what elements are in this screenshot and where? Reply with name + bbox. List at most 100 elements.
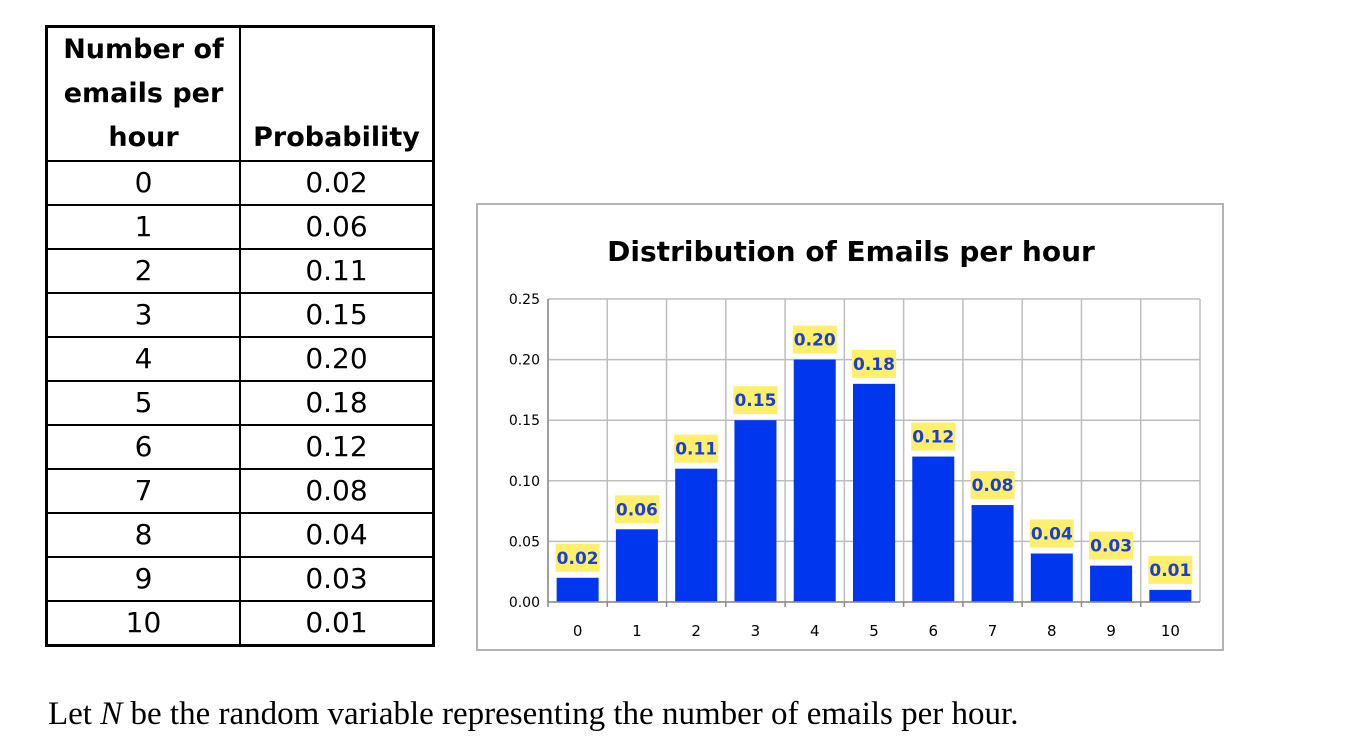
data-label: 0.11: [675, 440, 717, 460]
x-tick-label: 5: [869, 622, 879, 640]
cell-emails: 8: [45, 512, 241, 558]
cell-probability: 0.06: [239, 204, 435, 250]
data-label: 0.03: [1090, 537, 1132, 557]
cell-probability: 0.08: [239, 468, 435, 514]
data-label-bg: [970, 471, 1015, 500]
table-body: 0 0.02 1 0.06 2 0.11 3 0.15 4 0.20 5 0.18 6 0.12 7 0.08…: [45, 160, 435, 647]
table-row: 0 0.02: [45, 160, 435, 206]
cell-probability: 0.18: [239, 380, 435, 426]
data-label: 0.01: [1149, 561, 1191, 581]
x-tick-label: 3: [751, 622, 761, 640]
data-label-bg: [733, 386, 778, 415]
cell-emails: 4: [45, 336, 241, 382]
caption-suffix: be the random variable representing the …: [122, 696, 1019, 732]
data-label: 0.15: [734, 391, 776, 411]
chart-container: Distribution of Emails per hour 0.02 0.06…: [476, 203, 1224, 651]
header-probability: Probability: [239, 25, 435, 162]
x-tick-label: 2: [691, 622, 701, 640]
cell-probability: 0.02: [239, 160, 435, 206]
table-row: 5 0.18: [45, 380, 435, 426]
bar: [912, 456, 955, 602]
x-tick-label: 8: [1047, 622, 1057, 640]
table-row: 2 0.11: [45, 248, 435, 294]
table-row: 6 0.12: [45, 424, 435, 470]
table-row: 7 0.08: [45, 468, 435, 514]
bar: [971, 505, 1014, 602]
bar: [675, 468, 718, 602]
bar: [1149, 589, 1192, 602]
data-label-bg: [1089, 531, 1134, 560]
header-line: Probability: [253, 122, 420, 153]
cell-emails: 3: [45, 292, 241, 338]
table-row: 1 0.06: [45, 204, 435, 250]
data-label-bg: [792, 325, 837, 354]
bars: [556, 359, 1192, 602]
cell-emails: 6: [45, 424, 241, 470]
header-line: emails per: [63, 78, 224, 109]
x-tick-label: 10: [1161, 622, 1180, 640]
data-labels: 0.02 0.06 0.11 0.15 0.20 0.18 0.12 0.08 0.04 0.03…: [555, 325, 1193, 584]
bar: [615, 529, 658, 602]
x-tick-label: 9: [1106, 622, 1116, 640]
chart-title: Distribution of Emails per hour: [607, 235, 1095, 268]
table-row: 4 0.20: [45, 336, 435, 382]
cell-emails: 0: [45, 160, 241, 206]
bar: [853, 383, 895, 602]
y-tick-label: 0.25: [509, 292, 540, 308]
cell-probability: 0.11: [239, 248, 435, 294]
caption: Let N be the random variable representin…: [48, 696, 1018, 733]
x-tick-label: 4: [810, 622, 820, 640]
x-tick-label: 0: [573, 622, 583, 640]
data-label: 0.18: [853, 355, 895, 375]
header-line: Number of: [63, 34, 224, 65]
y-tick-label: 0.05: [509, 534, 540, 550]
header-line: hour: [108, 122, 179, 153]
cell-probability: 0.20: [239, 336, 435, 382]
table-row: 8 0.04: [45, 512, 435, 558]
data-label: 0.08: [972, 476, 1014, 496]
cell-probability: 0.03: [239, 556, 435, 602]
axes: 0.00 0.05 0.10 0.15 0.20 0.25 0 1 2 3 4 5 6 7 8 9 10: [509, 292, 1200, 640]
data-label-bg: [911, 422, 956, 451]
x-tick-label: 7: [988, 622, 998, 640]
bar: [1030, 553, 1073, 602]
bar: [556, 577, 599, 602]
bar: [734, 420, 777, 602]
y-tick-label: 0.00: [509, 595, 540, 611]
data-label-bg: [1029, 519, 1074, 548]
data-label-bg: [674, 434, 719, 463]
data-label: 0.06: [616, 500, 658, 520]
bar-chart: Distribution of Emails per hour 0.02 0.06…: [509, 235, 1201, 640]
cell-emails: 1: [45, 204, 241, 250]
data-label: 0.12: [912, 428, 954, 448]
bar: [793, 359, 836, 602]
cell-emails: 9: [45, 556, 241, 602]
header-number-of-emails: Number of emails per hour: [45, 25, 241, 162]
cell-probability: 0.12: [239, 424, 435, 470]
y-tick-label: 0.20: [509, 353, 540, 369]
data-label-bg: [852, 349, 896, 378]
data-label: 0.02: [557, 549, 599, 569]
data-label: 0.20: [794, 331, 836, 351]
data-label-bg: [555, 543, 600, 572]
y-tick-label: 0.15: [509, 413, 540, 429]
x-tick-label: 6: [928, 622, 938, 640]
x-tick-label: 1: [632, 622, 642, 640]
cell-probability: 0.15: [239, 292, 435, 338]
cell-probability: 0.01: [239, 600, 435, 647]
cell-emails: 7: [45, 468, 241, 514]
table-row: 9 0.03: [45, 556, 435, 602]
caption-variable: N: [100, 696, 123, 732]
y-tick-label: 0.10: [509, 474, 540, 490]
cell-emails: 2: [45, 248, 241, 294]
caption-prefix: Let: [48, 696, 101, 732]
bar: [1090, 565, 1133, 602]
data-label-bg: [614, 495, 659, 524]
cell-probability: 0.04: [239, 512, 435, 558]
table-header-row: Number of emails per hour Probability: [45, 25, 435, 162]
cell-emails: 10: [45, 600, 241, 647]
data-label-bg: [1148, 555, 1193, 584]
data-label: 0.04: [1031, 525, 1073, 545]
cell-emails: 5: [45, 380, 241, 426]
